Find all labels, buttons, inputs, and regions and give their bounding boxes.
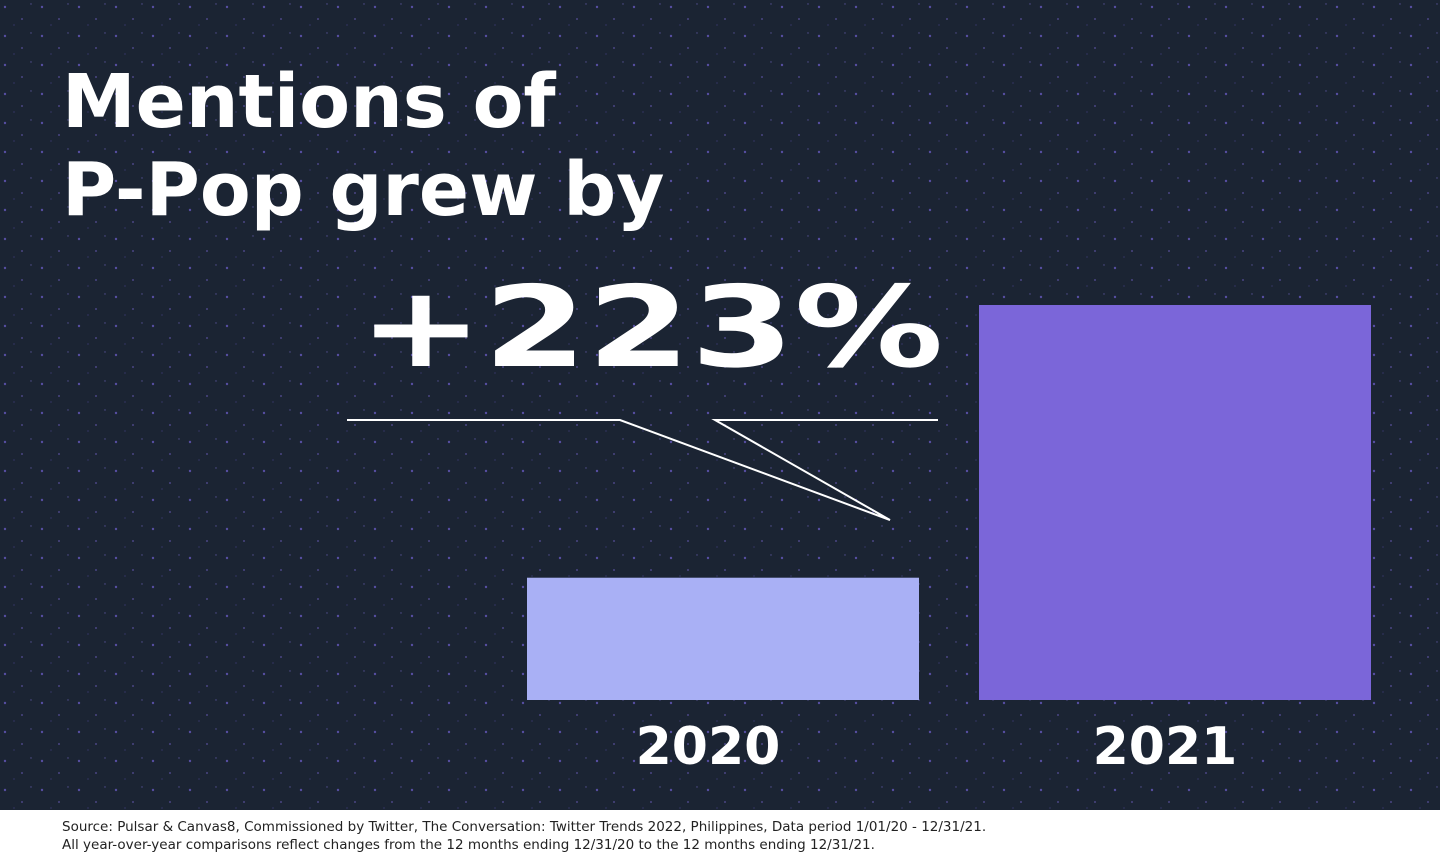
growth-annotation: +223% — [359, 263, 944, 393]
bar — [527, 577, 919, 700]
source-note: All year-over-year comparisons reflect c… — [62, 837, 875, 853]
bar — [979, 305, 1371, 700]
title-line: Mentions of — [62, 59, 556, 145]
footer — [0, 810, 1440, 858]
title-line: P-Pop grew by — [62, 147, 664, 233]
source-note: Source: Pulsar & Canvas8, Commissioned b… — [62, 819, 986, 835]
x-tick-label: 2020 — [636, 717, 781, 777]
x-tick-label: 2021 — [1093, 717, 1238, 777]
callout-line — [347, 419, 938, 521]
